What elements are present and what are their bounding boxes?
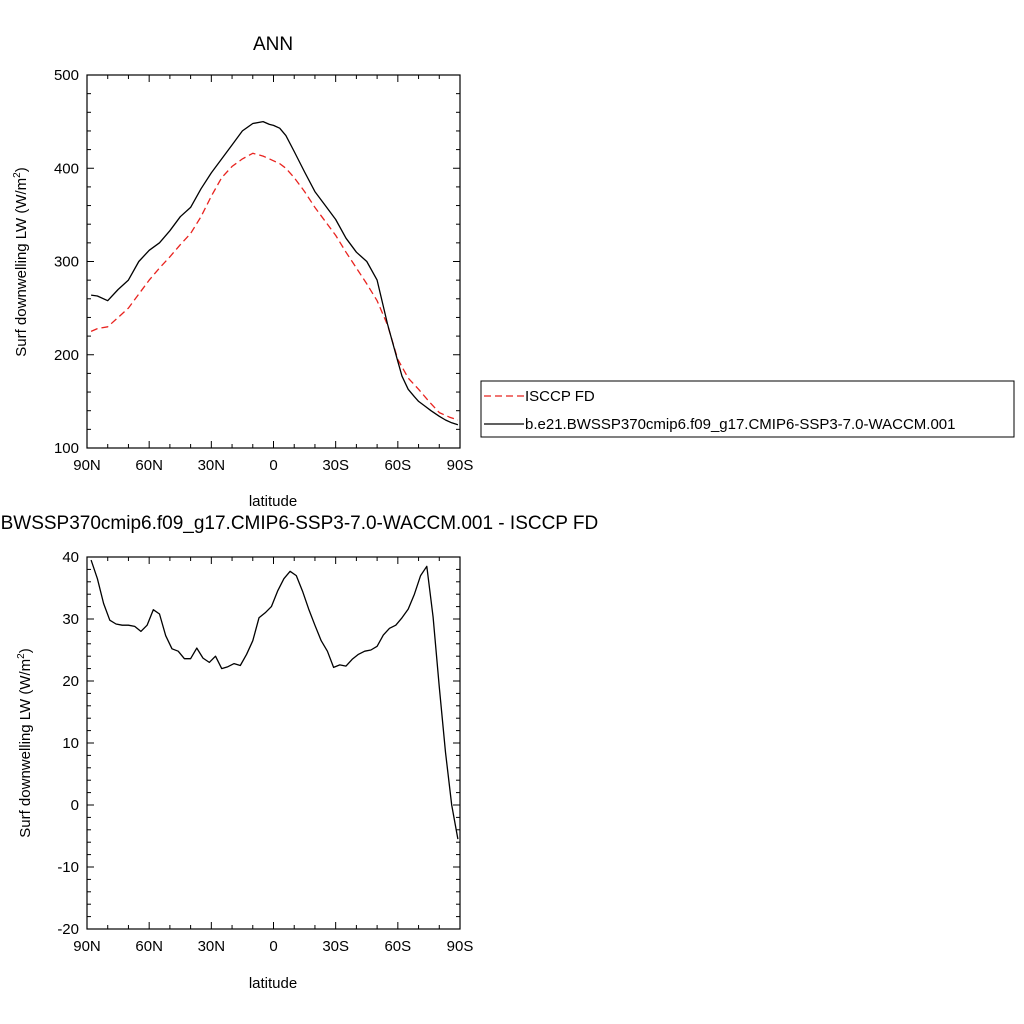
bottom-x-tick-label: 30N bbox=[198, 938, 226, 955]
bottom-y-tick-label: 30 bbox=[62, 611, 79, 628]
top-x-tick-label: 30S bbox=[322, 457, 349, 474]
top-ticks: 90N 60N 30N 0 30S 60S 90S 100 200 300 400 500 bbox=[54, 67, 473, 474]
top-y-axis-label: Surf downwelling LW (W/m2) bbox=[12, 167, 30, 357]
bottom-x-tick-label: 90S bbox=[447, 938, 474, 955]
bottom-y-axis-label-text: Surf downwelling LW (W/m bbox=[17, 659, 34, 838]
top-y-tick-label: 300 bbox=[54, 254, 79, 271]
top-x-tick-label: 60S bbox=[384, 457, 411, 474]
bottom-y-tick-label: -20 bbox=[57, 921, 79, 938]
top-chart: ANN 90N 60N 30N 0 30S 60S 90S 100 200 300 400 500 S… bbox=[12, 34, 473, 510]
top-x-tick-label: 30N bbox=[198, 457, 226, 474]
bottom-y-tick-label: 10 bbox=[62, 735, 79, 752]
top-y-tick-label: 200 bbox=[54, 347, 79, 364]
top-y-axis-label-sup: 2 bbox=[12, 172, 23, 178]
top-series bbox=[90, 120, 459, 426]
top-y-tick-label: 500 bbox=[54, 67, 79, 84]
bottom-series-line-0 bbox=[90, 559, 459, 840]
bottom-chart-title: b.e21.BWSSP370cmip6.f09_g17.CMIP6-SSP3-7… bbox=[0, 513, 598, 534]
bottom-x-tick-label: 90N bbox=[73, 938, 101, 955]
bottom-plot-frame bbox=[86, 556, 461, 930]
top-y-tick-label: 100 bbox=[54, 440, 79, 457]
top-y-axis-label-text: Surf downwelling LW (W/m bbox=[13, 178, 30, 357]
top-series-line-1 bbox=[91, 120, 459, 426]
legend-label-model: b.e21.BWSSP370cmip6.f09_g17.CMIP6-SSP3-7… bbox=[525, 416, 955, 433]
bottom-y-tick-label: -10 bbox=[57, 859, 79, 876]
legend-box bbox=[480, 380, 1015, 438]
bottom-y-tick-label: 0 bbox=[71, 797, 79, 814]
bottom-chart: b.e21.BWSSP370cmip6.f09_g17.CMIP6-SSP3-7… bbox=[0, 513, 598, 992]
legend: ISCCP FD b.e21.BWSSP370cmip6.f09_g17.CMI… bbox=[480, 380, 1015, 438]
bottom-y-axis-label: Surf downwelling LW (W/m2) bbox=[16, 648, 34, 838]
bottom-y-axis-label-sup: 2 bbox=[16, 653, 27, 659]
top-plot-frame bbox=[86, 74, 461, 449]
bottom-x-tick-label: 30S bbox=[322, 938, 349, 955]
bottom-x-axis-label: latitude bbox=[249, 975, 297, 992]
top-series-line-0 bbox=[90, 152, 459, 421]
top-y-axis-label-close: ) bbox=[13, 167, 30, 172]
bottom-y-tick-label: 40 bbox=[62, 549, 79, 566]
top-y-tick-label: 400 bbox=[54, 160, 79, 177]
top-x-axis-label: latitude bbox=[249, 493, 297, 510]
bottom-ticks: 90N 60N 30N 0 30S 60S 90S -20 -10 0 10 20 30 40 bbox=[57, 549, 473, 955]
legend-label-isccp: ISCCP FD bbox=[525, 388, 595, 405]
bottom-x-tick-label: 60S bbox=[384, 938, 411, 955]
bottom-series bbox=[90, 559, 459, 840]
top-x-tick-label: 90N bbox=[73, 457, 101, 474]
bottom-y-axis-label-close: ) bbox=[17, 648, 34, 653]
top-x-tick-label: 0 bbox=[269, 457, 277, 474]
top-chart-title: ANN bbox=[253, 34, 293, 55]
bottom-x-tick-label: 60N bbox=[135, 938, 163, 955]
bottom-x-tick-label: 0 bbox=[269, 938, 277, 955]
top-x-tick-label: 90S bbox=[447, 457, 474, 474]
top-x-tick-label: 60N bbox=[135, 457, 163, 474]
bottom-y-tick-label: 20 bbox=[62, 673, 79, 690]
